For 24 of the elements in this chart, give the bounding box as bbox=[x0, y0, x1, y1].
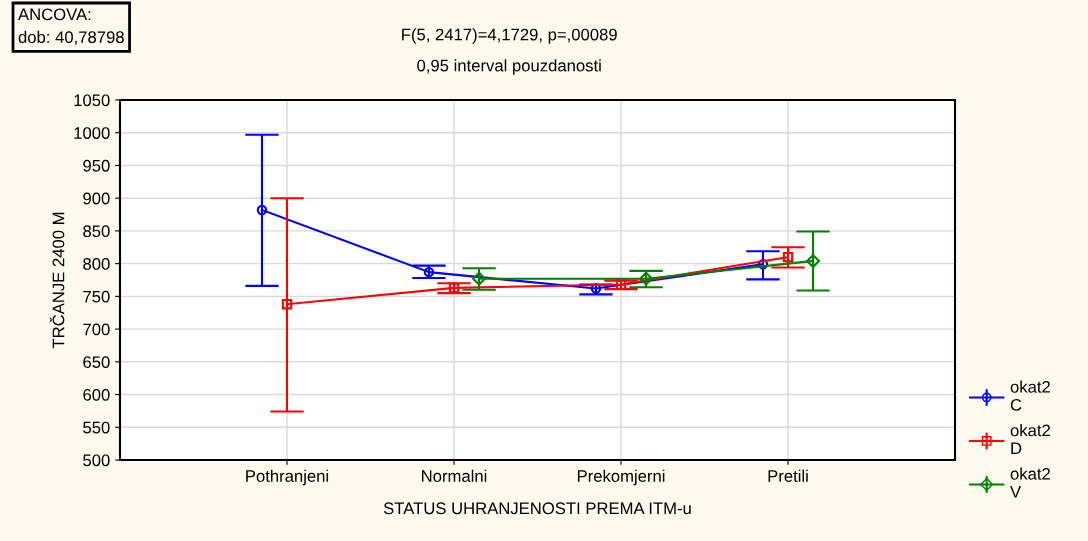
y-tick-label: 500 bbox=[83, 454, 110, 467]
chart-title: F(5, 2417)=4,1729, p=,00089 bbox=[402, 28, 617, 44]
y-tick-label: 1050 bbox=[74, 94, 110, 107]
y-tick-label: 700 bbox=[83, 323, 110, 336]
y-tick-label: 550 bbox=[83, 421, 110, 434]
x-tick-label: Prekomjerni bbox=[577, 469, 665, 486]
x-axis-title: STATUS UHRANJENOSTI PREMA ITM-u bbox=[383, 502, 691, 515]
chart-subtitle: 0,95 interval pouzdanosti bbox=[417, 59, 601, 75]
text: ANCOVA: dob: 40,78798 bbox=[18, 8, 124, 45]
y-tick-label: 750 bbox=[83, 290, 110, 303]
legend-label: okat2 V bbox=[1010, 467, 1050, 498]
y-tick-label: 900 bbox=[83, 192, 110, 205]
y-tick-label: 800 bbox=[83, 258, 110, 270]
y-axis-title: TRČANJE 2400 M bbox=[49, 212, 65, 349]
x-tick-label: Pothranjeni bbox=[246, 469, 329, 486]
y-tick-label: 1000 bbox=[74, 127, 110, 139]
legend-label: okat2 D bbox=[1010, 424, 1050, 455]
x-tick-label: Pretili bbox=[768, 469, 808, 482]
y-tick-label: 950 bbox=[83, 159, 110, 172]
y-tick-label: 650 bbox=[83, 356, 110, 369]
y-tick-label: 600 bbox=[83, 388, 110, 401]
legend-label: okat2 C bbox=[1010, 380, 1050, 411]
x-tick-label: Normalni bbox=[422, 469, 487, 482]
y-tick-label: 850 bbox=[83, 225, 110, 238]
